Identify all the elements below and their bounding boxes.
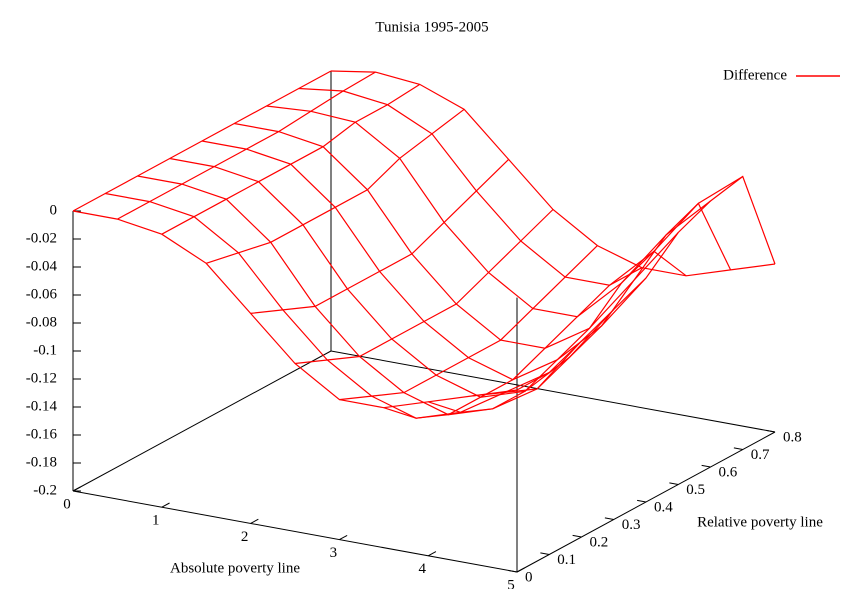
x-axis-label: Absolute poverty line — [170, 560, 300, 576]
base-edge — [72, 350, 332, 492]
surface-column — [72, 70, 332, 212]
y-tick — [637, 499, 647, 503]
y-tick — [508, 569, 518, 573]
y-tick-label: 0.6 — [719, 464, 738, 480]
z-tick-label: -0.1 — [33, 342, 57, 358]
x-tick-label: 0 — [63, 496, 71, 512]
y-tick — [572, 534, 582, 538]
surface-row — [330, 70, 776, 277]
y-tick-label: 0.5 — [686, 482, 705, 498]
y-tick-label: 0.4 — [654, 499, 673, 515]
y-tick — [766, 429, 776, 433]
x-tick-label: 2 — [241, 529, 249, 545]
z-tick-label: -0.08 — [26, 314, 57, 330]
z-tick-label: -0.18 — [26, 454, 57, 470]
x-tick-label: 5 — [507, 577, 515, 589]
y-tick — [604, 517, 614, 520]
surface-column — [516, 175, 776, 391]
surface-column — [250, 158, 510, 314]
surface-row — [105, 192, 550, 419]
y-tick — [669, 482, 679, 485]
x-tick — [72, 486, 81, 492]
surface-column — [294, 209, 554, 365]
y-tick — [540, 552, 550, 555]
surface-column — [383, 267, 643, 419]
surface-column — [161, 83, 421, 235]
chart-title: Tunisia 1995-2005 — [375, 19, 488, 35]
x-axis — [72, 490, 518, 573]
x-tick — [161, 502, 170, 508]
x-tick — [516, 567, 525, 573]
surface-column — [206, 108, 465, 264]
x-tick-label: 4 — [418, 561, 426, 577]
surface-row — [72, 210, 518, 409]
surface-column — [428, 250, 687, 413]
surface-column — [339, 245, 598, 401]
y-tick-label: 0.1 — [557, 552, 576, 568]
y-tick-label: 0.7 — [751, 447, 770, 463]
z-tick-label: -0.04 — [26, 258, 58, 274]
z-tick-label: -0.14 — [26, 398, 58, 414]
base-edge — [330, 350, 776, 433]
y-tick-label: 0.8 — [783, 429, 802, 445]
y-tick — [733, 447, 743, 450]
y-tick-label: 0.3 — [622, 517, 641, 533]
z-tick-label: -0.06 — [26, 286, 58, 302]
x-tick-label: 1 — [152, 513, 160, 529]
y-axis-label: Relative poverty line — [697, 514, 823, 530]
surface-column — [472, 202, 732, 397]
legend-label: Difference — [723, 67, 787, 83]
y-tick-label: 0 — [525, 569, 533, 585]
z-tick-label: -0.02 — [26, 230, 57, 246]
z-tick-label: -0.16 — [26, 426, 58, 442]
y-tick — [701, 464, 711, 468]
z-tick-label: -0.2 — [33, 482, 57, 498]
y-tick-label: 0.2 — [590, 534, 609, 550]
x-tick — [427, 551, 437, 557]
x-tick — [339, 534, 348, 541]
z-tick-label: 0 — [50, 202, 58, 218]
surface-column — [117, 71, 376, 220]
x-tick-label: 3 — [330, 545, 338, 561]
surface-row — [298, 87, 744, 286]
z-tick-label: -0.12 — [26, 370, 57, 386]
x-tick — [250, 518, 259, 524]
